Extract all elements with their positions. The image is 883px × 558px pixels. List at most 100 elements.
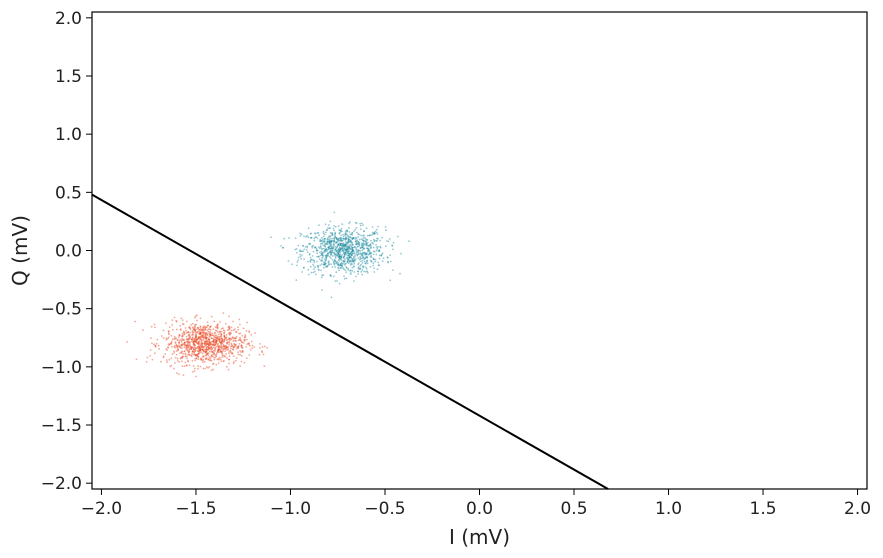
- data-point: [329, 220, 332, 223]
- data-point: [368, 244, 371, 247]
- data-point: [329, 240, 331, 242]
- data-point: [326, 240, 329, 243]
- data-point: [226, 338, 229, 341]
- data-point: [208, 328, 211, 330]
- data-point: [341, 254, 343, 256]
- data-point: [339, 266, 342, 269]
- data-point: [349, 255, 352, 258]
- data-point: [330, 253, 333, 256]
- data-point: [370, 245, 372, 248]
- data-point: [333, 242, 335, 245]
- data-point: [219, 350, 222, 353]
- data-point: [349, 273, 352, 275]
- data-point: [324, 237, 326, 240]
- data-point: [344, 258, 346, 261]
- y-tick-label: −2.0: [41, 474, 82, 494]
- data-point: [288, 237, 290, 239]
- data-point: [211, 332, 214, 335]
- data-point: [361, 222, 363, 225]
- data-point: [191, 336, 194, 339]
- data-point: [385, 240, 388, 242]
- data-point: [336, 241, 338, 244]
- data-point: [174, 344, 176, 347]
- data-point: [220, 342, 222, 345]
- data-point: [361, 269, 364, 271]
- data-point: [389, 254, 391, 256]
- data-point: [225, 334, 228, 336]
- data-point: [181, 335, 184, 338]
- data-point: [202, 356, 205, 358]
- data-point: [352, 261, 355, 264]
- data-point: [240, 354, 243, 357]
- data-point: [208, 348, 210, 350]
- data-point: [322, 274, 325, 276]
- data-point: [334, 255, 337, 258]
- data-point: [217, 323, 219, 325]
- data-point: [181, 337, 184, 340]
- data-point: [339, 257, 342, 259]
- data-point: [237, 351, 239, 354]
- data-point: [181, 350, 184, 353]
- data-point: [317, 255, 320, 258]
- data-point: [213, 344, 216, 347]
- data-point: [175, 328, 178, 331]
- data-point: [204, 343, 207, 346]
- data-point: [245, 346, 248, 348]
- data-point: [349, 256, 352, 259]
- data-point: [335, 261, 338, 264]
- data-point: [204, 326, 207, 329]
- data-point: [336, 250, 338, 252]
- data-point: [312, 263, 314, 266]
- data-point: [201, 344, 204, 347]
- data-point: [316, 237, 319, 239]
- data-point: [303, 248, 306, 251]
- data-point: [351, 234, 353, 236]
- data-point: [365, 267, 368, 270]
- data-point: [350, 245, 352, 247]
- data-point: [322, 244, 324, 247]
- data-point: [198, 344, 201, 346]
- data-point: [333, 237, 335, 240]
- data-point: [352, 257, 355, 260]
- data-point: [335, 236, 338, 239]
- data-point: [357, 257, 360, 259]
- data-point: [367, 241, 369, 244]
- data-point: [354, 236, 357, 239]
- data-point: [333, 261, 335, 264]
- data-point: [334, 257, 337, 259]
- data-point: [198, 328, 201, 331]
- data-point: [243, 336, 246, 339]
- data-point: [222, 312, 225, 314]
- data-point: [171, 338, 174, 340]
- data-point: [338, 269, 340, 272]
- data-point: [214, 329, 217, 332]
- data-point: [316, 232, 319, 234]
- data-point: [408, 240, 410, 243]
- data-point: [181, 332, 184, 335]
- data-point: [200, 335, 203, 338]
- data-point: [230, 347, 232, 350]
- data-point: [220, 335, 223, 338]
- data-point: [344, 231, 347, 234]
- data-point: [212, 340, 215, 342]
- data-point: [211, 343, 214, 346]
- data-point: [212, 340, 214, 343]
- data-point: [343, 252, 346, 254]
- data-point: [349, 248, 352, 251]
- data-point: [328, 227, 331, 230]
- data-point: [217, 349, 220, 352]
- data-point: [223, 336, 226, 339]
- data-point: [308, 243, 311, 246]
- data-point: [329, 232, 332, 234]
- data-point: [362, 239, 365, 242]
- data-point: [362, 243, 364, 245]
- data-point: [363, 236, 366, 239]
- data-point: [185, 344, 188, 347]
- data-point: [194, 337, 197, 340]
- data-point: [213, 343, 215, 346]
- data-point: [365, 240, 368, 243]
- data-point: [192, 344, 195, 346]
- data-point: [325, 243, 328, 246]
- data-point: [336, 238, 338, 241]
- data-point: [366, 271, 369, 274]
